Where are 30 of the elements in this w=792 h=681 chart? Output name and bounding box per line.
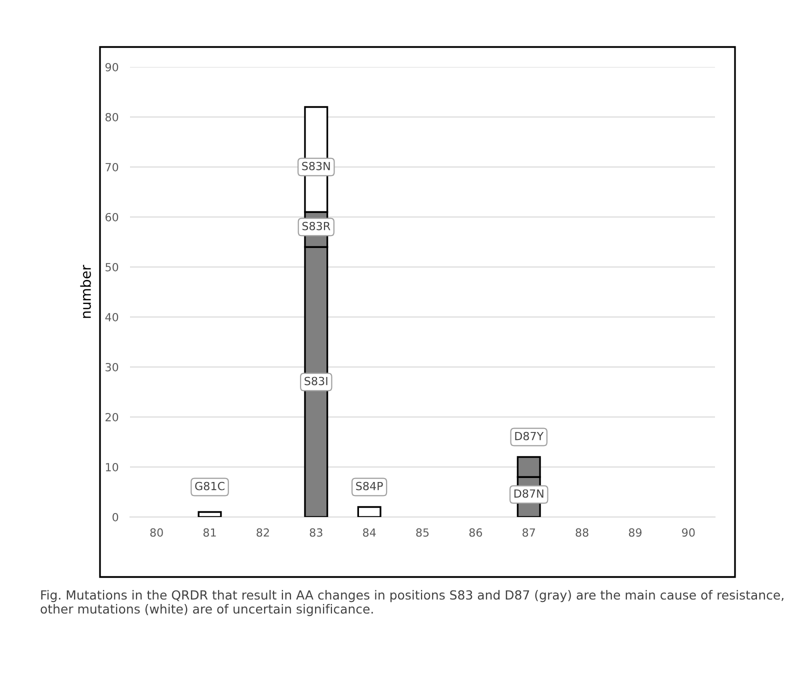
x-tick-label: 82 — [256, 528, 269, 537]
annotation: G81C — [195, 482, 224, 490]
annotation: S84P — [356, 482, 383, 490]
x-tick-label: 88 — [576, 528, 588, 537]
y-tick-label: 90 — [105, 62, 118, 72]
x-tick-label: 87 — [522, 528, 535, 537]
y-tick-label: 50 — [106, 262, 118, 272]
y-tick-label: 0 — [112, 512, 118, 522]
y-axis-title: number — [80, 264, 91, 318]
y-tick-label: 20 — [106, 412, 118, 422]
x-tick-label: 86 — [469, 528, 482, 537]
x-tick-label: 90 — [682, 528, 695, 537]
x-tick-label: 80 — [150, 528, 163, 537]
y-tick-label: 40 — [105, 312, 118, 322]
annotation: D87N — [514, 489, 544, 498]
y-tick-label: 60 — [106, 212, 118, 222]
annotation: S83I — [304, 376, 328, 386]
x-tick-label: 83 — [310, 528, 322, 537]
x-tick-label: 84 — [363, 528, 376, 537]
x-tick-label: 81 — [203, 528, 216, 537]
x-tick-label: 85 — [416, 528, 429, 537]
y-tick-label: 70 — [106, 162, 118, 172]
text: Fig. Mutations in the QRDR that result in AA changes in positions S83 and D87 (gray) are the main cause of resistance, other mutations (white) are of uncertain significance. — [40, 590, 784, 616]
y-tick-label: 30 — [106, 362, 118, 372]
annotation: S83N — [302, 162, 330, 170]
y-tick-label: 80 — [106, 112, 118, 122]
annotation: D87Y — [515, 432, 544, 440]
x-tick-label: 89 — [628, 528, 642, 537]
y-tick-label: 10 — [106, 462, 118, 472]
annotation: S83R — [302, 222, 330, 230]
